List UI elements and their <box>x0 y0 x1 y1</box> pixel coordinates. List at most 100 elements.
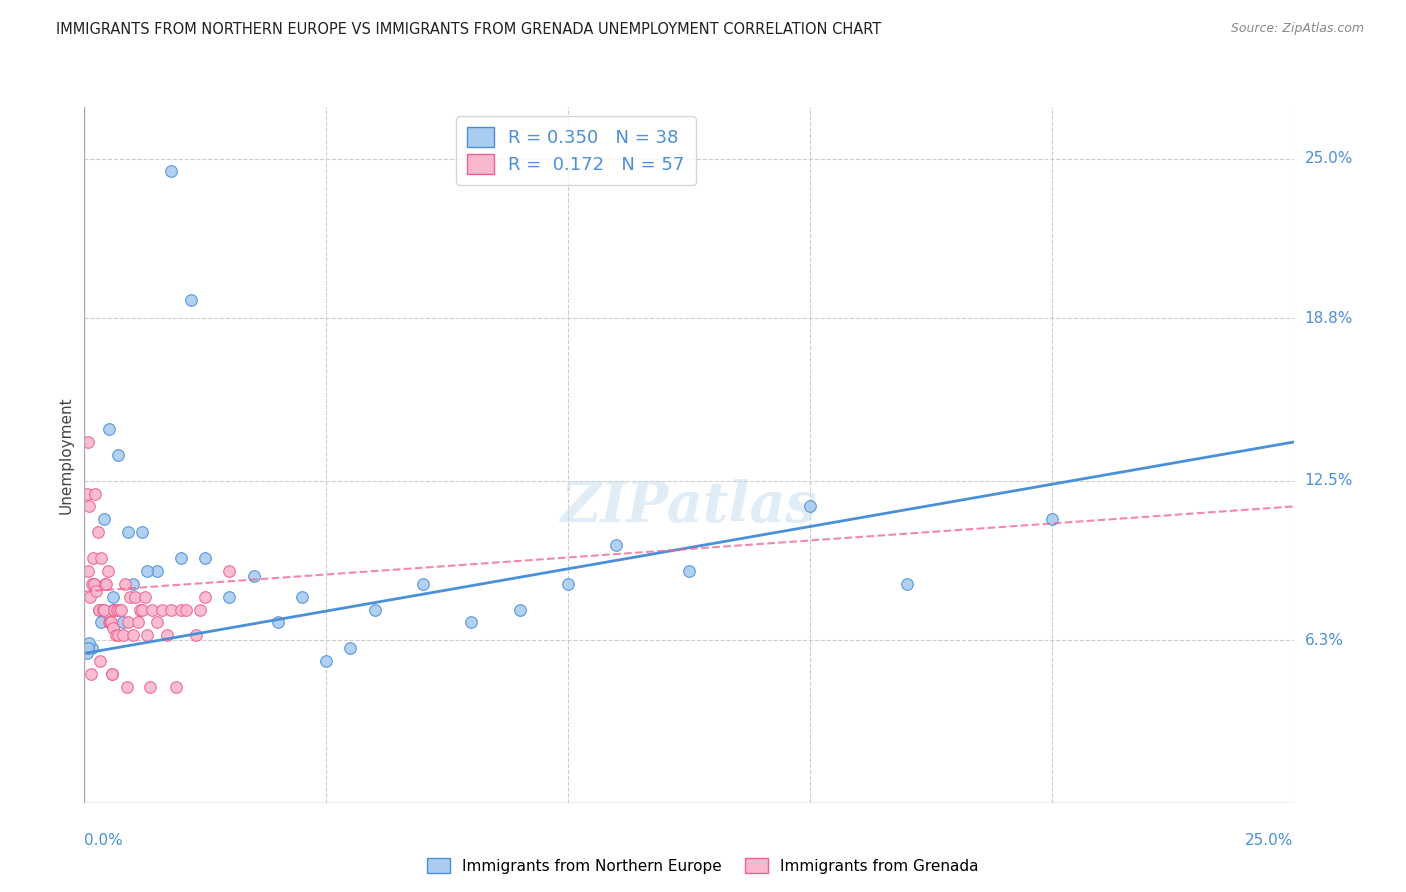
Point <box>180 293 202 308</box>
Point <box>131 525 153 540</box>
Point <box>80 641 103 656</box>
Point <box>155 628 177 642</box>
Point <box>104 628 127 642</box>
Point <box>170 551 193 566</box>
Point <box>165 680 187 694</box>
Point <box>799 500 821 514</box>
Point <box>90 615 112 630</box>
Point <box>194 590 217 604</box>
Point <box>103 602 125 616</box>
Point <box>127 615 149 630</box>
Point <box>131 602 153 616</box>
Point <box>93 602 115 616</box>
Point <box>121 576 143 591</box>
Text: 25.0%: 25.0% <box>1246 833 1294 848</box>
Point <box>242 569 264 583</box>
Point <box>117 615 139 630</box>
Point <box>218 564 240 578</box>
Point <box>114 576 136 591</box>
Point <box>120 590 142 604</box>
Point <box>146 615 169 630</box>
Legend: R = 0.350   N = 38, R =  0.172   N = 57: R = 0.350 N = 38, R = 0.172 N = 57 <box>456 116 696 185</box>
Point <box>87 602 110 616</box>
Point <box>84 486 107 500</box>
Point <box>80 576 103 591</box>
Point <box>107 628 129 642</box>
Point <box>89 654 111 668</box>
Text: IMMIGRANTS FROM NORTHERN EUROPE VS IMMIGRANTS FROM GRENADA UNEMPLOYMENT CORRELAT: IMMIGRANTS FROM NORTHERN EUROPE VS IMMIG… <box>56 22 882 37</box>
Point <box>605 538 627 552</box>
Point <box>108 602 131 616</box>
Point <box>76 435 98 450</box>
Text: 0.0%: 0.0% <box>84 833 124 848</box>
Text: ZIPatlas: ZIPatlas <box>561 479 817 534</box>
Point <box>291 590 314 604</box>
Point <box>129 602 152 616</box>
Point <box>121 628 143 642</box>
Point <box>184 628 207 642</box>
Point <box>146 564 169 578</box>
Point <box>460 615 482 630</box>
Point <box>77 500 100 514</box>
Point <box>110 602 132 616</box>
Point <box>82 551 104 566</box>
Point <box>138 680 160 694</box>
Point <box>87 602 110 616</box>
Y-axis label: Unemployment: Unemployment <box>58 396 73 514</box>
Point <box>363 602 385 616</box>
Point <box>93 512 115 526</box>
Legend: Immigrants from Northern Europe, Immigrants from Grenada: Immigrants from Northern Europe, Immigra… <box>422 852 984 880</box>
Text: Source: ZipAtlas.com: Source: ZipAtlas.com <box>1230 22 1364 36</box>
Point <box>267 615 290 630</box>
Point <box>97 422 120 436</box>
Point <box>136 628 159 642</box>
Point <box>170 602 193 616</box>
Point <box>124 590 146 604</box>
Point <box>150 602 173 616</box>
Point <box>98 615 121 630</box>
Point <box>93 576 115 591</box>
Point <box>80 667 103 681</box>
Point <box>100 615 122 630</box>
Point <box>103 602 125 616</box>
Point <box>103 621 125 635</box>
Point <box>77 636 100 650</box>
Point <box>218 590 240 604</box>
Point <box>509 602 531 616</box>
Point <box>105 602 128 616</box>
Point <box>1040 512 1063 526</box>
Text: 18.8%: 18.8% <box>1305 310 1353 326</box>
Point <box>134 590 156 604</box>
Point <box>115 680 138 694</box>
Point <box>160 164 183 178</box>
Point <box>79 590 101 604</box>
Point <box>90 551 112 566</box>
Point <box>190 602 212 616</box>
Point <box>174 602 197 616</box>
Point <box>194 551 217 566</box>
Point <box>896 576 918 591</box>
Point <box>678 564 700 578</box>
Text: 25.0%: 25.0% <box>1305 151 1353 166</box>
Point <box>107 448 129 462</box>
Point <box>77 641 100 656</box>
Text: 6.3%: 6.3% <box>1305 633 1344 648</box>
Point <box>557 576 579 591</box>
Point <box>76 646 98 660</box>
Point <box>77 564 100 578</box>
Point <box>103 590 125 604</box>
Point <box>117 525 139 540</box>
Point <box>91 602 114 616</box>
Point <box>101 667 124 681</box>
Point <box>86 584 108 599</box>
Point <box>160 602 183 616</box>
Point <box>101 667 124 681</box>
Point <box>315 654 337 668</box>
Point <box>136 564 159 578</box>
Point <box>112 615 135 630</box>
Point <box>83 576 105 591</box>
Point <box>76 486 98 500</box>
Point <box>141 602 163 616</box>
Text: 12.5%: 12.5% <box>1305 473 1353 488</box>
Point <box>83 576 105 591</box>
